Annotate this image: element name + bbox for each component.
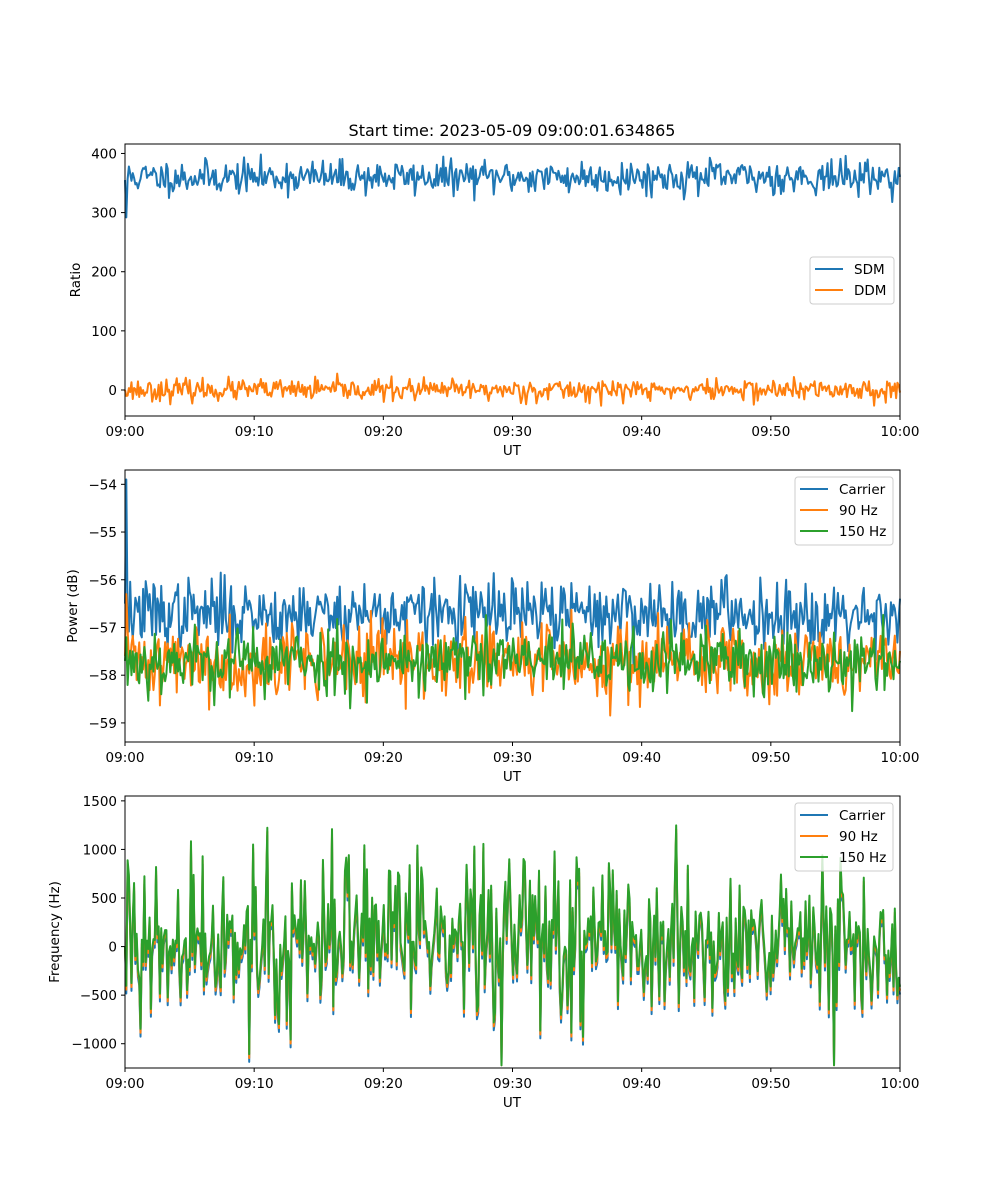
x-axis-label: UT (503, 769, 522, 785)
x-tick-label: 10:00 (881, 750, 920, 766)
x-tick-label: 09:30 (493, 750, 532, 766)
legend-label: Carrier (839, 808, 886, 824)
x-tick-label: 09:10 (235, 1076, 274, 1092)
y-tick-label: −59 (89, 716, 118, 732)
x-tick-label: 09:50 (751, 1076, 790, 1092)
legend-frame (794, 476, 894, 546)
legend-label: 150 Hz (839, 850, 886, 866)
legend: Carrier 90 Hz 150 Hz (794, 476, 894, 546)
legend-label: 90 Hz (839, 503, 878, 519)
y-tick-label: 200 (91, 265, 117, 281)
x-tick-label: 10:00 (881, 1076, 920, 1092)
legend-label: Carrier (839, 482, 886, 498)
legend-label: 90 Hz (839, 829, 878, 845)
x-tick-label: 09:20 (364, 750, 403, 766)
y-tick-label: −54 (89, 477, 118, 493)
x-tick-label: 09:40 (622, 1076, 661, 1092)
y-tick-label: −56 (89, 573, 118, 589)
x-tick-label: 09:40 (622, 424, 661, 440)
series-line-ddm (124, 372, 901, 407)
x-tick-label: 09:00 (106, 1076, 145, 1092)
series-line-150-hz (124, 614, 901, 713)
x-tick-label: 10:00 (881, 424, 920, 440)
y-axis-label: Ratio (68, 263, 84, 298)
legend: Carrier 90 Hz 150 Hz (794, 802, 894, 872)
x-axis-label: UT (503, 443, 522, 459)
y-tick-label: 100 (91, 324, 117, 340)
series-line-carrier (124, 478, 901, 666)
y-tick-label: 1000 (83, 842, 117, 858)
y-axis-label: Frequency (Hz) (47, 881, 63, 983)
y-tick-label: 0 (108, 383, 117, 399)
legend-label: SDM (854, 262, 885, 278)
legend-frame (794, 802, 894, 872)
x-tick-label: 09:20 (364, 424, 403, 440)
y-tick-label: 1500 (83, 794, 117, 810)
x-tick-label: 09:50 (751, 424, 790, 440)
x-tick-label: 09:30 (493, 1076, 532, 1092)
series-line-150-hz (124, 824, 901, 1067)
x-tick-label: 09:50 (751, 750, 790, 766)
x-tick-label: 09:20 (364, 1076, 403, 1092)
y-tick-label: −58 (89, 668, 118, 684)
y-tick-label: 0 (108, 940, 117, 956)
chart-title: Start time: 2023-05-09 09:00:01.634865 (349, 121, 676, 140)
series-line-sdm (124, 153, 901, 219)
x-tick-label: 09:40 (622, 750, 661, 766)
x-tick-label: 09:10 (235, 424, 274, 440)
x-axis-label: UT (503, 1095, 522, 1111)
x-tick-label: 09:30 (493, 424, 532, 440)
y-tick-label: 500 (91, 891, 117, 907)
y-tick-label: 300 (91, 206, 117, 222)
legend-label: DDM (854, 283, 886, 299)
y-tick-label: −1000 (71, 1037, 117, 1053)
power-panel: −59 −58 −57 −56 −55 −54 09:00 09:10 09:20 09:30 0… (65, 469, 920, 785)
legend: SDM DDM (809, 256, 895, 305)
legend-label: 150 Hz (839, 524, 886, 540)
y-tick-label: −55 (89, 525, 118, 541)
y-tick-label: −57 (89, 620, 118, 636)
x-tick-label: 09:10 (235, 750, 274, 766)
x-tick-label: 09:00 (106, 424, 145, 440)
ratio-panel: Start time: 2023-05-09 09:00:01.634865 0… (68, 121, 919, 459)
y-tick-label: −500 (80, 988, 117, 1004)
x-tick-label: 09:00 (106, 750, 145, 766)
y-tick-label: 400 (91, 146, 117, 162)
frequency-panel: −1000 −500 0 500 1000 1500 09:00 09:10 09:20 09:… (47, 794, 919, 1111)
y-axis-label: Power (dB) (65, 569, 81, 642)
